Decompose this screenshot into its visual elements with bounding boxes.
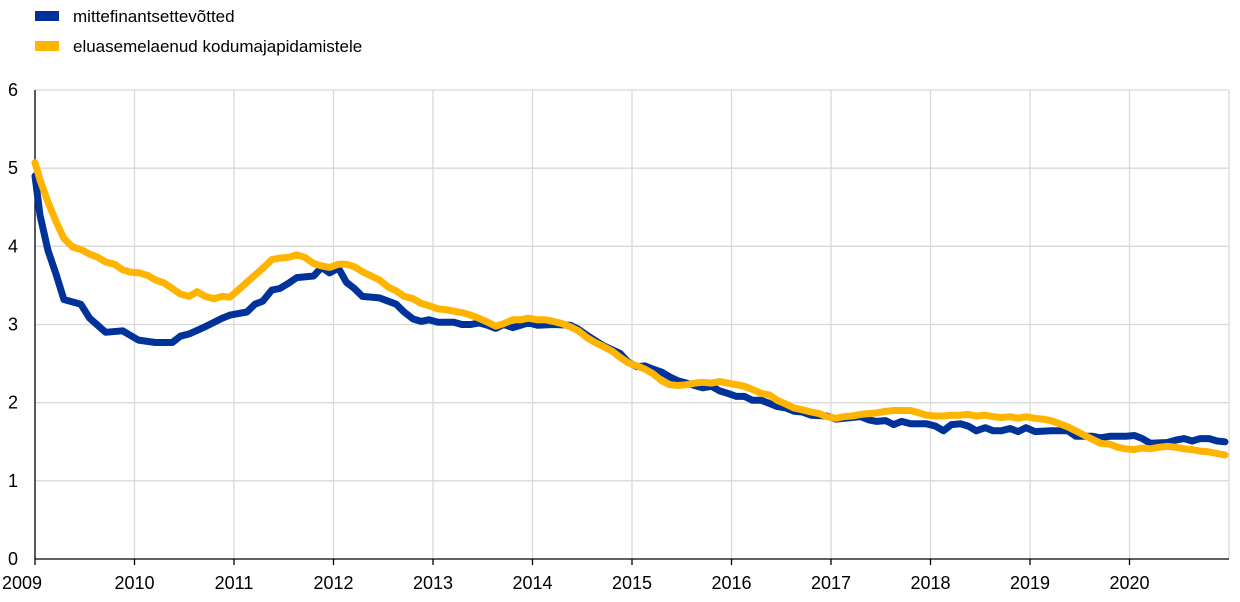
legend-swatch-2 (35, 41, 59, 51)
x-tick-label: 2013 (413, 573, 453, 593)
legend-label-2: eluasemelaenud kodumajapidamistele (73, 37, 362, 56)
x-tick-label: 2019 (1010, 573, 1050, 593)
y-axis-tick-labels: 0 1 2 3 4 5 6 (8, 80, 18, 569)
y-tick-label: 0 (8, 549, 18, 569)
x-tick-label: 2009 (2, 573, 42, 593)
x-tick-label: 2017 (811, 573, 851, 593)
x-tick-label: 2014 (512, 573, 552, 593)
x-axis-tick-labels: 2009 2010 2011 2012 2013 2014 2015 2016 2017 2018… (2, 573, 1150, 593)
x-tick-label: 2020 (1109, 573, 1149, 593)
y-tick-label: 1 (8, 471, 18, 491)
x-tick-label: 2010 (114, 573, 154, 593)
y-tick-label: 5 (8, 158, 18, 178)
gridlines (35, 89, 1230, 559)
x-tick-label: 2016 (711, 573, 751, 593)
x-tick-label: 2015 (612, 573, 652, 593)
series-line-1 (31, 172, 1229, 447)
series-lines (31, 159, 1229, 459)
legend: mittefinantsettevõtted eluasemelaenud kod… (35, 7, 362, 56)
x-tick-label: 2012 (313, 573, 353, 593)
series-line-2 (31, 159, 1229, 459)
legend-swatch-1 (35, 11, 59, 21)
legend-label-1: mittefinantsettevõtted (73, 7, 235, 26)
y-tick-label: 3 (8, 315, 18, 335)
y-tick-label: 2 (8, 393, 18, 413)
y-tick-label: 6 (8, 80, 18, 100)
x-tick-label: 2011 (215, 573, 254, 593)
y-tick-label: 4 (8, 236, 18, 256)
x-tick-label: 2018 (910, 573, 950, 593)
